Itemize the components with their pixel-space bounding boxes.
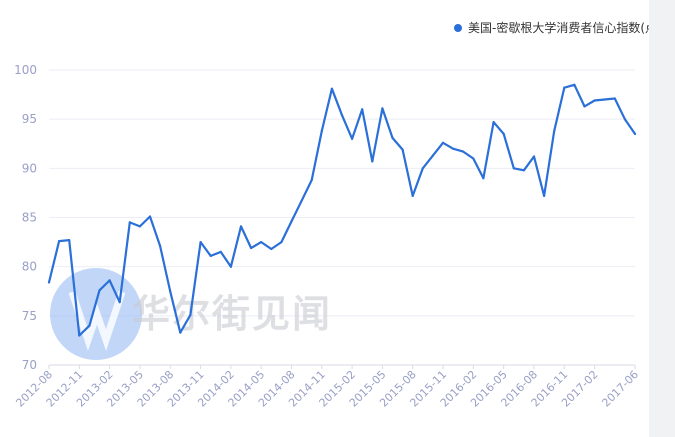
logo-w-glyph	[68, 290, 126, 351]
data-point[interactable]	[78, 334, 81, 337]
data-point[interactable]	[543, 194, 546, 197]
data-point[interactable]	[421, 167, 424, 170]
data-point[interactable]	[219, 250, 222, 253]
data-point[interactable]	[492, 121, 495, 124]
scrollbar-track[interactable]	[649, 0, 675, 437]
data-point[interactable]	[522, 169, 526, 172]
series-layer	[47, 83, 637, 337]
data-point[interactable]	[381, 107, 384, 110]
y-tick-label: 100	[14, 63, 37, 77]
data-point[interactable]	[573, 83, 576, 86]
y-tick-label: 75	[22, 309, 37, 323]
data-point[interactable]	[391, 136, 394, 139]
data-point[interactable]	[280, 241, 283, 244]
data-point[interactable]	[512, 167, 515, 170]
y-tick-label: 90	[22, 161, 37, 175]
data-point[interactable]	[563, 86, 566, 89]
data-point[interactable]	[239, 225, 243, 228]
legend-marker-icon	[454, 24, 462, 32]
data-point[interactable]	[300, 199, 303, 202]
data-point[interactable]	[159, 244, 162, 248]
data-point[interactable]	[502, 132, 505, 135]
data-point[interactable]	[603, 98, 606, 101]
data-point[interactable]	[58, 240, 61, 243]
data-point[interactable]	[68, 239, 71, 242]
legend-label: 美国-密歇根大学消费者信心指数(点)	[468, 20, 662, 35]
data-point[interactable]	[441, 141, 445, 144]
data-point[interactable]	[88, 324, 91, 327]
x-axis-ticks: 2012-082012-112013-022013-052013-082013-…	[13, 365, 641, 410]
data-point[interactable]	[633, 132, 637, 135]
y-tick-label: 70	[22, 358, 37, 372]
data-point[interactable]	[320, 129, 323, 133]
data-point[interactable]	[472, 157, 475, 160]
data-point[interactable]	[108, 279, 111, 282]
y-tick-label: 95	[22, 112, 37, 126]
data-point[interactable]	[330, 87, 333, 90]
data-point[interactable]	[583, 105, 586, 108]
legend[interactable]: 美国-密歇根大学消费者信心指数(点)	[454, 20, 662, 35]
x-tick-label: 2017-06	[599, 368, 641, 410]
data-point[interactable]	[371, 160, 374, 163]
data-point[interactable]	[98, 289, 101, 292]
data-point[interactable]	[290, 220, 293, 223]
data-point[interactable]	[270, 247, 273, 251]
data-point[interactable]	[209, 254, 212, 257]
data-point[interactable]	[179, 331, 182, 334]
data-point[interactable]	[452, 147, 455, 150]
data-point[interactable]	[229, 265, 232, 268]
y-tick-label: 85	[22, 211, 37, 225]
data-point[interactable]	[199, 241, 202, 244]
data-point[interactable]	[138, 225, 141, 228]
data-point[interactable]	[260, 241, 263, 244]
data-point[interactable]	[118, 301, 121, 304]
watermark-text: 华尔街见闻	[132, 292, 332, 336]
data-point[interactable]	[553, 129, 556, 133]
data-point[interactable]	[351, 137, 354, 140]
data-point[interactable]	[532, 155, 536, 158]
gridlines	[49, 69, 635, 317]
y-axis-ticks: 70 75 80 85 90 95 100	[14, 63, 37, 372]
data-point[interactable]	[401, 148, 404, 151]
data-point[interactable]	[189, 313, 192, 316]
data-point[interactable]	[482, 177, 485, 180]
data-point[interactable]	[431, 154, 434, 157]
data-point[interactable]	[250, 246, 253, 250]
watermark: 华尔街见闻	[50, 268, 332, 360]
data-point[interactable]	[613, 97, 616, 100]
data-point[interactable]	[128, 221, 131, 224]
y-tick-label: 80	[22, 260, 37, 274]
data-point[interactable]	[47, 281, 51, 284]
data-point[interactable]	[310, 179, 313, 182]
data-point[interactable]	[169, 290, 172, 293]
data-point[interactable]	[361, 108, 364, 111]
data-point[interactable]	[148, 215, 152, 218]
data-point[interactable]	[462, 150, 465, 153]
data-point[interactable]	[593, 99, 596, 102]
data-point[interactable]	[623, 118, 627, 121]
data-point[interactable]	[411, 194, 414, 197]
data-point[interactable]	[340, 114, 344, 117]
